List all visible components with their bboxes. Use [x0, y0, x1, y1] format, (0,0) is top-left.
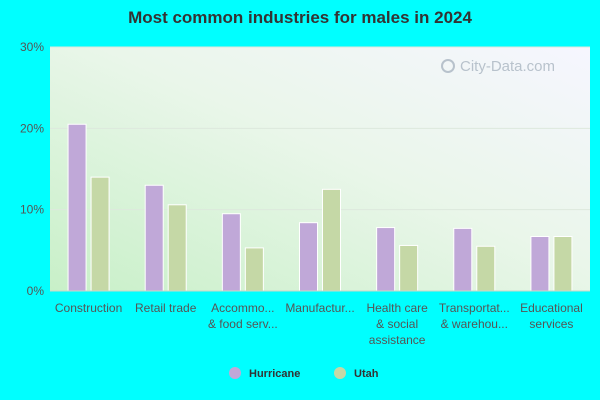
x-tick-label: assistance	[369, 333, 426, 347]
bar-hurricane	[530, 236, 550, 292]
y-tick-label: 20%	[20, 121, 44, 135]
magnifier-icon	[441, 59, 455, 73]
bar-utah	[553, 236, 573, 292]
legend-swatch-hurricane	[229, 367, 241, 379]
bar-utah	[399, 244, 419, 292]
x-tick-label: services	[529, 317, 573, 331]
x-tick-label: & social	[376, 317, 418, 331]
bar-hurricane	[299, 222, 318, 292]
bar-hurricane	[67, 123, 87, 292]
chart-title: Most common industries for males in 2024	[128, 8, 472, 27]
x-tick-label: & warehou...	[441, 317, 508, 331]
x-tick-label: Health care	[366, 301, 428, 315]
x-tick-label: Transportat...	[439, 301, 510, 315]
x-tick-label: & food serv...	[208, 317, 278, 331]
legend-label-utah: Utah	[354, 368, 379, 380]
watermark: City-Data.com	[441, 58, 555, 75]
bar-hurricane	[221, 213, 241, 292]
bar-utah	[90, 176, 110, 292]
y-tick-label: 0%	[27, 284, 45, 298]
legend-label-hurricane: Hurricane	[249, 368, 300, 380]
x-tick-label: Educational	[520, 301, 583, 315]
plot-background	[50, 47, 590, 291]
x-tick-label: Retail trade	[135, 301, 197, 315]
legend-swatch-utah	[334, 367, 346, 379]
watermark-text: City-Data.com	[460, 58, 555, 75]
bar-utah	[476, 245, 496, 292]
x-tick-label: Manufactur...	[285, 301, 354, 315]
y-tick-label: 30%	[20, 40, 44, 54]
y-tick-label: 10%	[20, 203, 44, 217]
bar-utah	[167, 204, 187, 292]
bar-utah	[322, 188, 341, 292]
x-tick-label: Accommo...	[211, 301, 274, 315]
x-tick-label: Construction	[55, 301, 122, 315]
bar-hurricane	[453, 227, 473, 292]
bar-hurricane	[144, 184, 164, 292]
bar-utah	[244, 247, 264, 292]
bar-hurricane	[376, 227, 396, 292]
